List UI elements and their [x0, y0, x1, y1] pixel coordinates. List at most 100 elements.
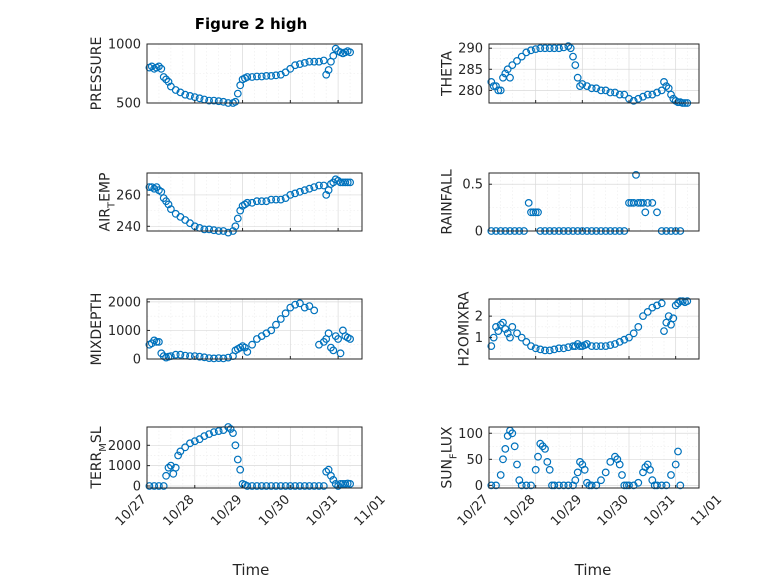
data-point — [503, 65, 512, 74]
x-tick-label: 10/28 — [161, 492, 198, 529]
data-point — [510, 442, 519, 451]
y-tick-label: 2 — [475, 310, 483, 325]
data-point — [494, 327, 503, 336]
data-point — [573, 468, 582, 477]
data-point — [262, 197, 271, 206]
data-point — [171, 350, 180, 359]
data-point — [576, 342, 584, 351]
data-point — [592, 481, 601, 490]
data-point — [536, 345, 545, 354]
data-point — [508, 61, 517, 69]
data-point — [248, 73, 257, 81]
y-tick-label: 1000 — [108, 459, 141, 474]
data-point — [648, 198, 657, 207]
data-point — [587, 342, 596, 351]
data-point — [583, 82, 591, 90]
data-point — [186, 439, 194, 448]
data-point — [625, 333, 633, 342]
data-point — [653, 301, 661, 310]
data-point — [564, 481, 573, 490]
data-point — [252, 197, 261, 206]
data-point — [660, 327, 668, 336]
data-point — [634, 478, 643, 487]
y-tick-label: 0 — [133, 479, 141, 494]
data-point — [219, 354, 228, 363]
data-point — [583, 340, 591, 348]
data-point — [550, 44, 559, 53]
data-point — [267, 71, 276, 80]
y-axis-label: RAINFALL — [440, 169, 456, 234]
data-point — [209, 354, 218, 363]
data-point — [492, 82, 500, 90]
data-point — [214, 97, 223, 106]
data-point — [171, 463, 180, 472]
data-point — [529, 208, 538, 217]
x-axis-label-left: Time — [232, 561, 270, 579]
data-point — [496, 320, 505, 329]
data-point — [676, 481, 685, 490]
data-point — [240, 343, 249, 352]
data-point — [181, 90, 190, 99]
y-tick-label: 260 — [116, 188, 141, 203]
data-point — [305, 184, 314, 193]
data-point — [615, 90, 624, 99]
data-point — [527, 342, 535, 351]
data-point — [157, 64, 166, 73]
data-point — [641, 208, 650, 217]
data-point — [315, 57, 323, 66]
data-point — [513, 57, 521, 65]
data-point — [296, 482, 304, 490]
data-point — [597, 342, 605, 351]
data-point — [257, 72, 266, 81]
x-tick-label: 10/29 — [548, 492, 585, 529]
data-point — [322, 467, 331, 476]
data-point — [329, 476, 338, 484]
data-point — [219, 97, 228, 106]
data-point — [541, 44, 549, 53]
data-point — [315, 482, 323, 490]
data-point — [489, 82, 498, 90]
data-point — [508, 429, 517, 438]
data-point — [154, 338, 163, 346]
data-point — [625, 481, 633, 490]
data-point — [541, 445, 549, 453]
y-tick-label: 290 — [458, 42, 483, 57]
data-point — [522, 481, 531, 490]
data-point — [276, 315, 285, 323]
data-point — [559, 344, 568, 353]
data-point — [262, 482, 271, 490]
data-point — [243, 198, 252, 207]
data-point — [174, 451, 183, 460]
data-point — [555, 481, 563, 490]
data-point — [667, 471, 675, 479]
data-point — [545, 346, 554, 355]
data-point — [606, 341, 615, 350]
data-point — [145, 183, 154, 192]
data-point — [632, 170, 640, 179]
data-point — [152, 338, 161, 346]
data-point — [252, 482, 261, 490]
data-point — [501, 325, 510, 333]
data-point — [200, 353, 209, 362]
data-point — [629, 96, 638, 105]
data-point — [559, 481, 568, 490]
data-point — [496, 86, 505, 95]
data-point — [643, 198, 652, 207]
data-point — [272, 320, 280, 329]
y-axis-label: THETA — [440, 51, 456, 97]
data-point — [531, 344, 540, 353]
data-point — [569, 52, 577, 61]
data-point — [305, 302, 314, 311]
data-point — [176, 447, 185, 456]
data-point — [291, 482, 300, 490]
data-point — [257, 482, 266, 490]
data-point — [597, 86, 605, 95]
axes-background — [488, 298, 700, 360]
data-point — [281, 482, 290, 490]
data-point — [597, 476, 605, 485]
x-tick-label: 10/29 — [208, 492, 245, 529]
data-point — [145, 482, 154, 490]
x-tick-label: 11/01 — [352, 492, 389, 529]
y-tick-label: 100 — [458, 427, 483, 442]
